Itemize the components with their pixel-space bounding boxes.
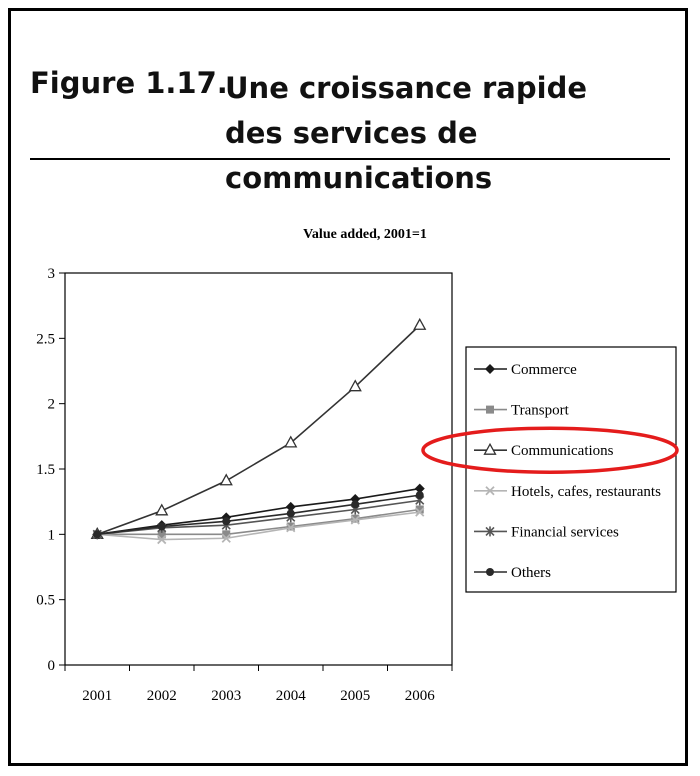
- y-tick-label: 1: [48, 527, 56, 543]
- x-tick-label: 2004: [276, 688, 307, 704]
- y-tick-label: 1.5: [36, 462, 55, 478]
- series-line: [97, 494, 420, 536]
- data-point: [286, 509, 295, 518]
- data-point: [415, 507, 425, 517]
- data-point: [351, 514, 360, 523]
- series-communications: [90, 317, 427, 539]
- legend-label: Financial services: [511, 524, 619, 540]
- plot-border: [64, 272, 453, 666]
- plot-area: 0 0.5 1 1.5 2 2.5 3 2001 2002 2003 2004 2005 2006: [36, 266, 453, 704]
- legend-label: Communications: [511, 443, 614, 459]
- data-point: [284, 435, 298, 448]
- data-point: [286, 522, 295, 531]
- series-line: [97, 508, 420, 536]
- data-point: [351, 500, 360, 509]
- data-point: [157, 522, 166, 531]
- data-point: [157, 530, 166, 539]
- y-tick-label: 2: [48, 397, 56, 413]
- data-point: [93, 530, 102, 539]
- data-point: [222, 530, 231, 539]
- data-point: [413, 317, 427, 330]
- data-point: [219, 473, 233, 486]
- legend-item: Commerce: [474, 362, 577, 378]
- legend-label: Commerce: [511, 362, 577, 378]
- data-point: [222, 517, 231, 526]
- data-point: [350, 515, 360, 525]
- legend-item: Others: [474, 565, 551, 581]
- data-point: [414, 483, 425, 494]
- figure-title: Une croissance rapide des services de co…: [225, 71, 588, 195]
- y-tick-label: 0: [48, 658, 56, 674]
- figure-number: Figure 1.17.: [30, 66, 228, 100]
- legend-swatch-marker: [486, 405, 494, 414]
- data-point: [348, 379, 362, 392]
- series-line: [97, 487, 420, 536]
- series-others: [93, 491, 424, 539]
- x-tick-label: 2006: [405, 688, 436, 704]
- legend-swatch-marker: [486, 568, 494, 576]
- x-tick-label: 2005: [340, 688, 370, 704]
- legend-swatch-marker: [485, 526, 495, 537]
- data-point: [157, 534, 167, 545]
- data-point: [286, 523, 296, 533]
- y-tick-label: 0.5: [36, 593, 55, 609]
- legend-item: Financial services: [474, 524, 619, 540]
- legend-label: Others: [511, 565, 551, 581]
- series-line: [96, 324, 421, 536]
- legend-label: Hotels, cafes, restaurants: [511, 484, 661, 500]
- legend-swatch-marker: [483, 442, 497, 455]
- legend-label: Transport: [511, 403, 570, 419]
- data-point: [415, 505, 424, 514]
- legend-swatch-marker: [485, 486, 495, 496]
- x-tick-label: 2003: [211, 688, 241, 704]
- data-point: [155, 503, 169, 516]
- x-tick-label: 2001: [82, 688, 112, 704]
- legend-item: Communications: [474, 442, 614, 459]
- series-line: [97, 511, 420, 541]
- data-point: [285, 501, 296, 512]
- highlight-ellipse: [421, 426, 679, 474]
- title-rule: [30, 158, 670, 160]
- y-tick-label: 3: [48, 266, 56, 282]
- series-hotels-cafes-restaurants: [92, 507, 425, 545]
- x-tick-label: 2002: [147, 688, 177, 704]
- legend: Commerce Transport Communications Hotels, c…: [421, 346, 679, 593]
- legend-swatch-marker: [485, 364, 495, 374]
- data-point: [221, 533, 231, 543]
- data-point: [415, 491, 424, 500]
- legend-item: Transport: [474, 403, 570, 419]
- series-line: [97, 499, 420, 536]
- y-tick-label: 2.5: [36, 331, 55, 347]
- legend-item: Hotels, cafes, restaurants: [474, 484, 661, 500]
- chart-title: Value added, 2001=1: [303, 227, 427, 242]
